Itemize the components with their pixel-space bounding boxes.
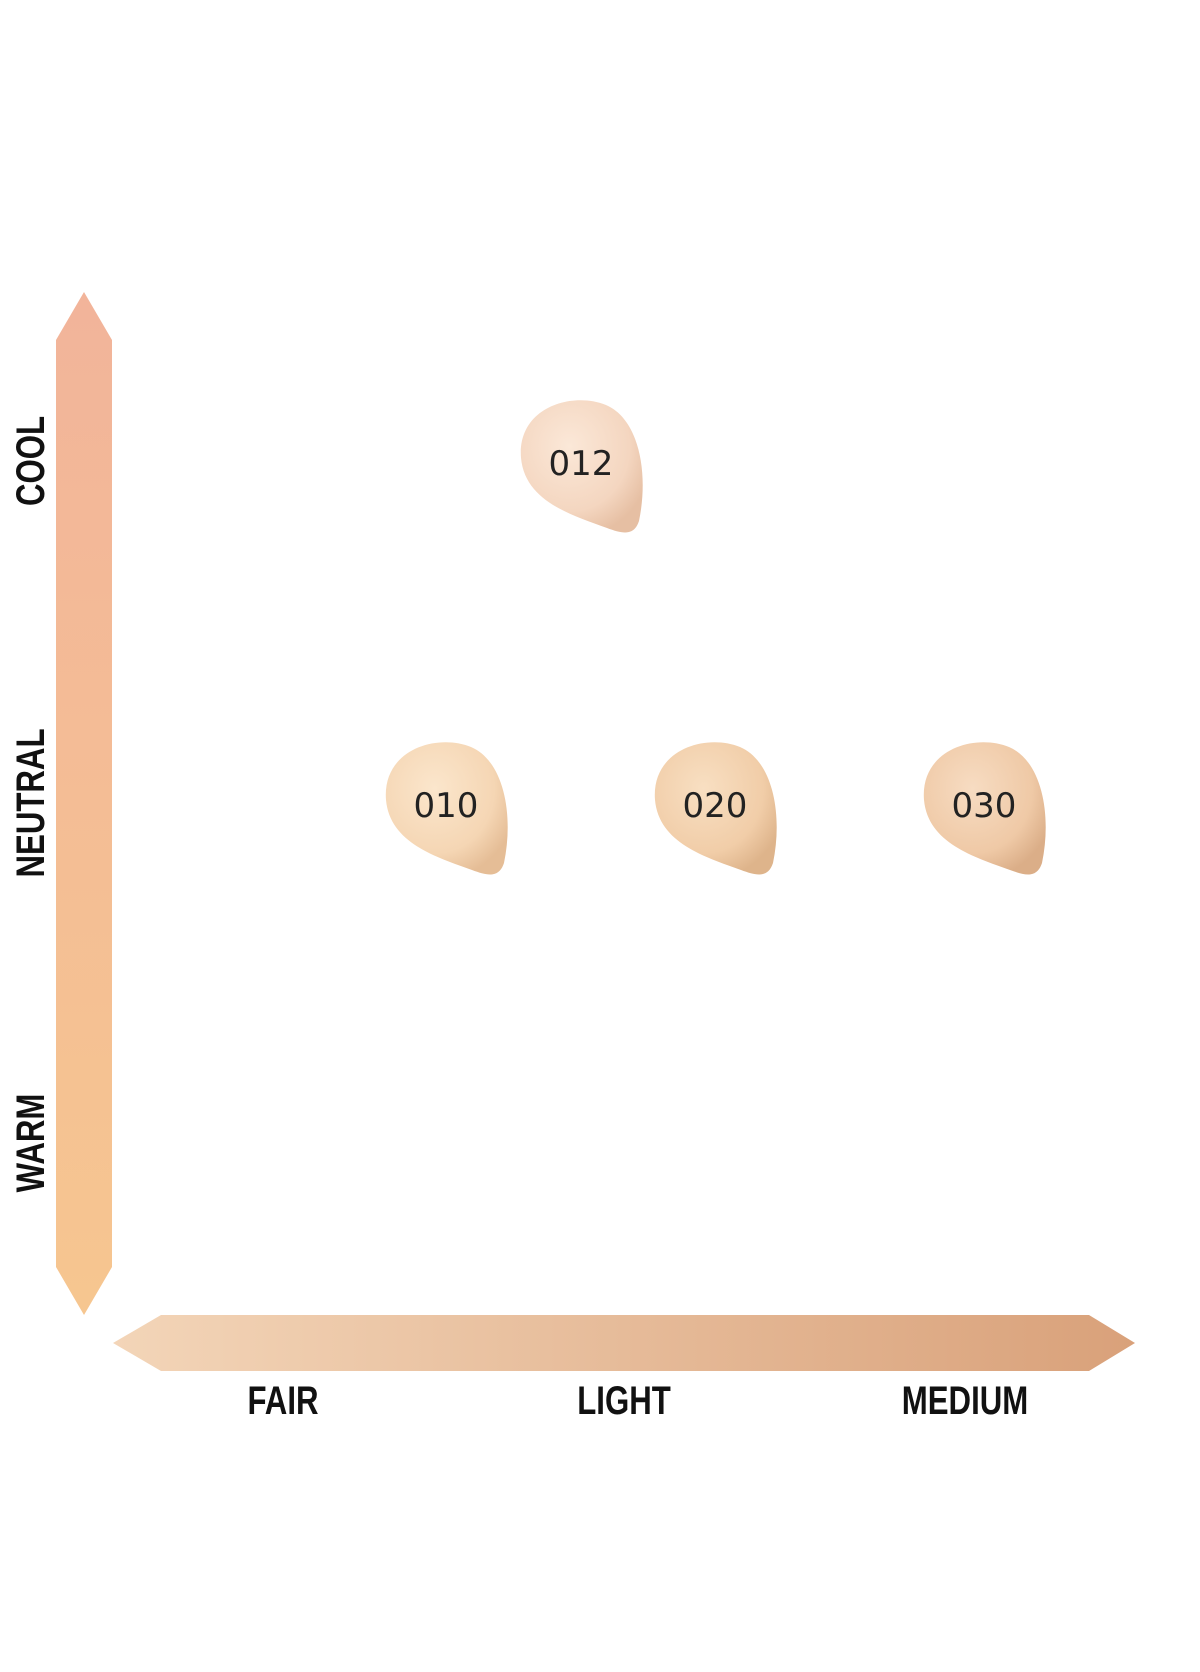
y-axis-label: NEUTRAL <box>8 728 53 877</box>
x-axis-label: FAIR <box>247 1378 318 1423</box>
y-labels: COOL NEUTRAL WARM <box>8 416 53 1192</box>
x-labels: FAIR LIGHT MEDIUM <box>247 1378 1028 1423</box>
x-axis-label: MEDIUM <box>902 1378 1028 1423</box>
swatch-label: 010 <box>414 786 479 826</box>
y-axis-label: COOL <box>8 416 53 506</box>
vertical-axis-arrow <box>56 292 112 1315</box>
y-axis-label: WARM <box>8 1094 53 1193</box>
swatch: 030 <box>923 742 1046 875</box>
swatch-drop <box>385 742 508 875</box>
horizontal-axis-arrow <box>113 1315 1135 1371</box>
swatch-drop <box>654 742 777 875</box>
x-axis-label: LIGHT <box>577 1378 671 1423</box>
swatch-label: 030 <box>952 786 1017 826</box>
swatch-label: 020 <box>683 786 748 826</box>
swatch-drop <box>923 742 1046 875</box>
swatch: 012 <box>520 400 643 533</box>
swatch: 020 <box>654 742 777 875</box>
swatch-label: 012 <box>549 444 614 484</box>
swatch-drop <box>520 400 643 533</box>
swatch: 010 <box>385 742 508 875</box>
